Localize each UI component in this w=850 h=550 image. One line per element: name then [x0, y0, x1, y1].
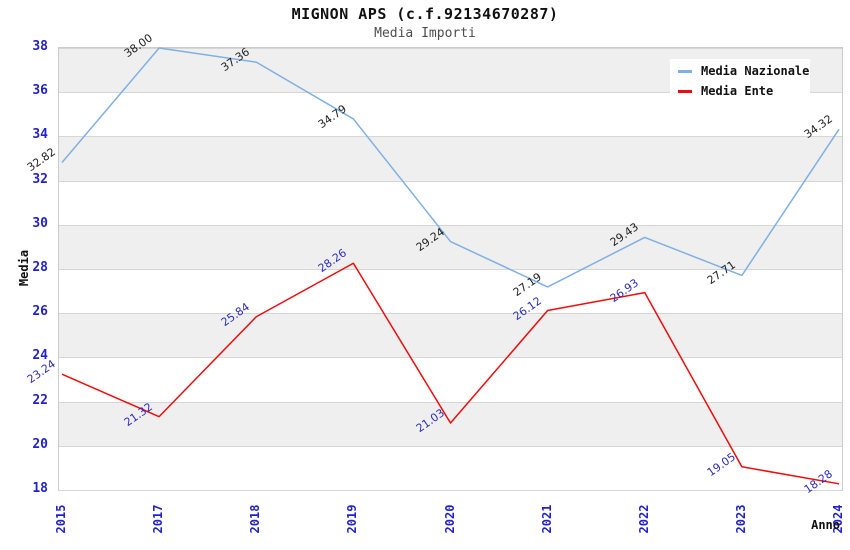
series-line-media-ente [61, 262, 840, 485]
x-tick-label: 2017 [151, 504, 166, 534]
y-tick-label: 24 [32, 348, 48, 364]
legend-line-swatch-icon [678, 89, 692, 93]
y-tick-label: 18 [32, 481, 48, 496]
legend-item: Media Ente [678, 84, 810, 98]
y-tick-label: 22 [32, 392, 48, 408]
x-tick-label: 2021 [539, 504, 554, 534]
background-band [59, 136, 842, 181]
gridline [59, 180, 842, 182]
gridline [59, 357, 842, 359]
x-tick-label: 2018 [248, 504, 263, 534]
gridline [59, 490, 842, 491]
plot-area [58, 47, 843, 491]
x-axis-title: Anno [811, 518, 840, 532]
y-tick-label: 36 [32, 83, 48, 99]
x-tick-label: 2022 [636, 504, 651, 534]
y-tick-label: 26 [32, 304, 48, 320]
y-tick-label: 30 [32, 215, 48, 231]
gridline [59, 48, 842, 49]
gridline [59, 224, 842, 226]
series-lines [61, 47, 840, 485]
gridline [59, 445, 842, 447]
data-label: 32.82 [24, 145, 58, 175]
chart-title: MIGNON APS (c.f.92134670287) [291, 5, 559, 23]
legend: Media Nazionale Media Ente [670, 59, 810, 103]
gridline [59, 313, 842, 315]
legend-label: Media Nazionale [701, 64, 810, 78]
y-tick-label: 20 [32, 436, 48, 452]
gridline [59, 92, 842, 94]
gridline [59, 269, 842, 270]
chart-subtitle: Media Importi [374, 26, 476, 41]
y-tick-label: 34 [32, 127, 48, 143]
y-tick-label: 28 [32, 260, 48, 275]
gridline [59, 401, 842, 403]
x-tick-label: 2015 [54, 504, 68, 534]
gridline [59, 136, 842, 138]
legend-line-swatch-icon [678, 69, 692, 73]
background-band [59, 313, 842, 358]
legend-item: Media Nazionale [678, 64, 810, 78]
series-line-media-nazionale [61, 47, 840, 288]
x-tick-label: 2019 [345, 504, 360, 534]
legend-label: Media Ente [701, 84, 774, 98]
x-tick-label: 2020 [442, 504, 457, 534]
background-band [59, 224, 842, 269]
y-tick-label: 32 [32, 171, 48, 187]
y-axis-title: Media [17, 249, 31, 287]
x-tick-label: 2023 [733, 504, 748, 534]
y-tick-label: 38 [32, 39, 48, 54]
